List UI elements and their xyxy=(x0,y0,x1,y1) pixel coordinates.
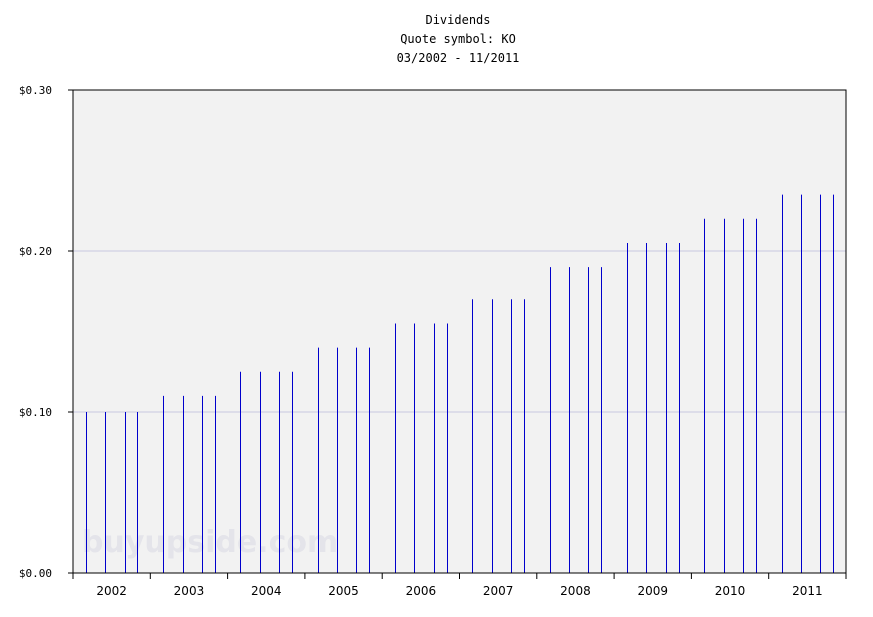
y-tick-label-3: $0.30 xyxy=(19,84,52,97)
y-tick-label-1: $0.10 xyxy=(19,406,52,419)
x-tick-label-2010: 2010 xyxy=(715,584,746,598)
x-tick-label-2009: 2009 xyxy=(637,584,668,598)
y-tick-label-2: $0.20 xyxy=(19,245,52,258)
x-axis-ticks: 2002 2003 2004 2005 2006 2007 2008 2009 2010 2011 xyxy=(72,573,847,598)
plot-area xyxy=(73,90,846,573)
chart-subtitle-symbol: Quote symbol: KO xyxy=(400,32,516,46)
x-tick-label-2007: 2007 xyxy=(483,584,514,598)
x-tick-label-2005: 2005 xyxy=(328,584,359,598)
bars xyxy=(86,194,834,573)
x-tick-label-2011: 2011 xyxy=(792,584,823,598)
y-axis-ticks: $0.00 $0.10 $0.20 $0.30 xyxy=(19,84,73,580)
x-tick-label-2006: 2006 xyxy=(406,584,437,598)
y-tick-label-0: $0.00 xyxy=(19,567,52,580)
gridlines xyxy=(73,250,846,413)
watermark: buyupside.com xyxy=(82,525,338,560)
chart-title: Dividends xyxy=(425,13,490,27)
x-tick-label-2003: 2003 xyxy=(174,584,205,598)
x-tick-label-2004: 2004 xyxy=(251,584,282,598)
x-tick-label-2008: 2008 xyxy=(560,584,591,598)
chart-subtitle-range: 03/2002 - 11/2011 xyxy=(397,51,520,65)
x-tick-label-2002: 2002 xyxy=(96,584,127,598)
